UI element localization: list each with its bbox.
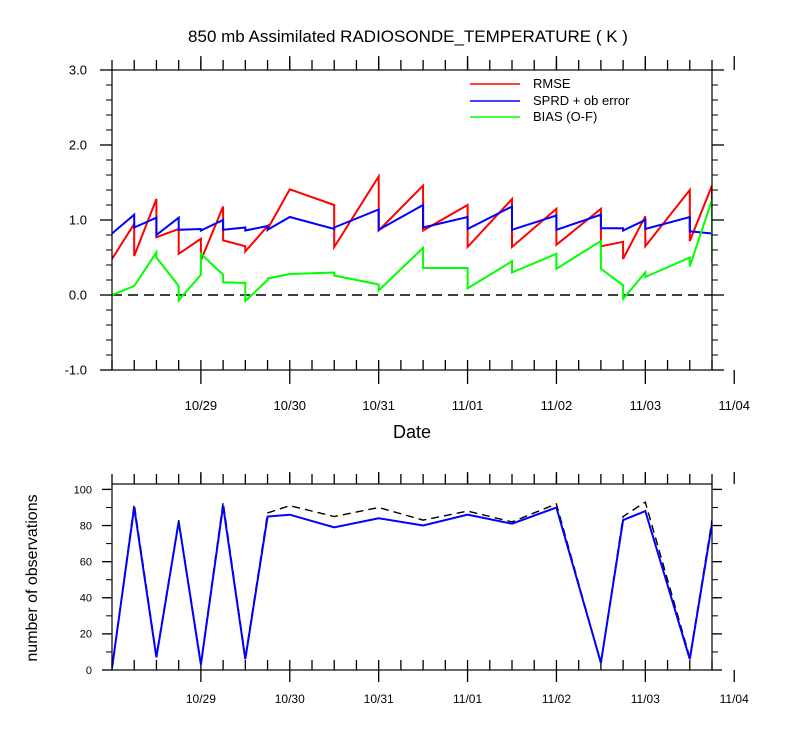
x-tick-label: 11/02 xyxy=(542,692,571,706)
y-tick-label: -1.0 xyxy=(65,363,87,378)
series-line-possible xyxy=(112,500,712,669)
x-tick-label: 11/04 xyxy=(718,398,750,413)
series-group xyxy=(112,500,712,669)
chart-title: 850 mb Assimilated RADIOSONDE_TEMPERATUR… xyxy=(188,27,628,46)
y-axis-label: number of observations xyxy=(24,494,41,661)
y-tick-label: 2.0 xyxy=(69,138,87,153)
bottom-plot-area: 10/29 10/30 10/31 11/01 11/02 11/03 11/04 0 20 40… xyxy=(74,472,749,706)
top-chart: 850 mb Assimilated RADIOSONDE_TEMPERATUR… xyxy=(65,27,750,442)
series-group xyxy=(112,173,712,304)
y-tick-label: 80 xyxy=(80,520,92,532)
x-tick-label: 10/31 xyxy=(362,398,395,413)
bottom-plot-frame xyxy=(111,483,713,671)
y-tick-label: 1.0 xyxy=(69,213,87,228)
y-tick-label: 0 xyxy=(86,665,92,677)
x-tick-label: 11/03 xyxy=(631,692,660,706)
series-line-bias-o-f- xyxy=(112,199,712,304)
x-tick-label: 11/03 xyxy=(630,398,662,413)
x-tick-label: 11/01 xyxy=(453,692,482,706)
legend-label-bias: BIAS (O-F) xyxy=(533,109,597,124)
y-tick-label: 40 xyxy=(80,593,92,605)
y-tick-label: 20 xyxy=(80,629,92,641)
top-plot-area: 10/29 10/30 10/31 11/01 11/02 11/03 11/04 -1.0 0… xyxy=(65,56,750,413)
y-tick-label: 60 xyxy=(80,557,92,569)
y-tick-label: 0.0 xyxy=(69,288,87,303)
legend: RMSE SPRD + ob error BIAS (O-F) xyxy=(470,76,630,124)
x-tick-label: 10/29 xyxy=(185,398,218,413)
bottom-chart: 10/29 10/30 10/31 11/01 11/02 11/03 11/04 0 20 40… xyxy=(24,472,749,706)
x-tick-label: 11/01 xyxy=(452,398,484,413)
top-plot-frame xyxy=(111,69,713,371)
x-tick-label: 10/30 xyxy=(274,398,307,413)
series-line-sprd-ob-error xyxy=(112,203,712,238)
y-tick-label: 3.0 xyxy=(69,63,87,78)
y-tick-label: 100 xyxy=(74,484,92,496)
x-tick-label: 11/04 xyxy=(720,692,749,706)
x-tick-label: 11/02 xyxy=(541,398,573,413)
x-tick-label: 10/30 xyxy=(275,692,305,706)
x-tick-label: 10/29 xyxy=(186,692,216,706)
series-line-used xyxy=(112,505,712,669)
legend-label-sprd: SPRD + ob error xyxy=(533,93,630,108)
legend-label-rmse: RMSE xyxy=(533,76,571,91)
x-axis-label: Date xyxy=(393,422,431,442)
x-tick-label: 10/31 xyxy=(364,692,394,706)
